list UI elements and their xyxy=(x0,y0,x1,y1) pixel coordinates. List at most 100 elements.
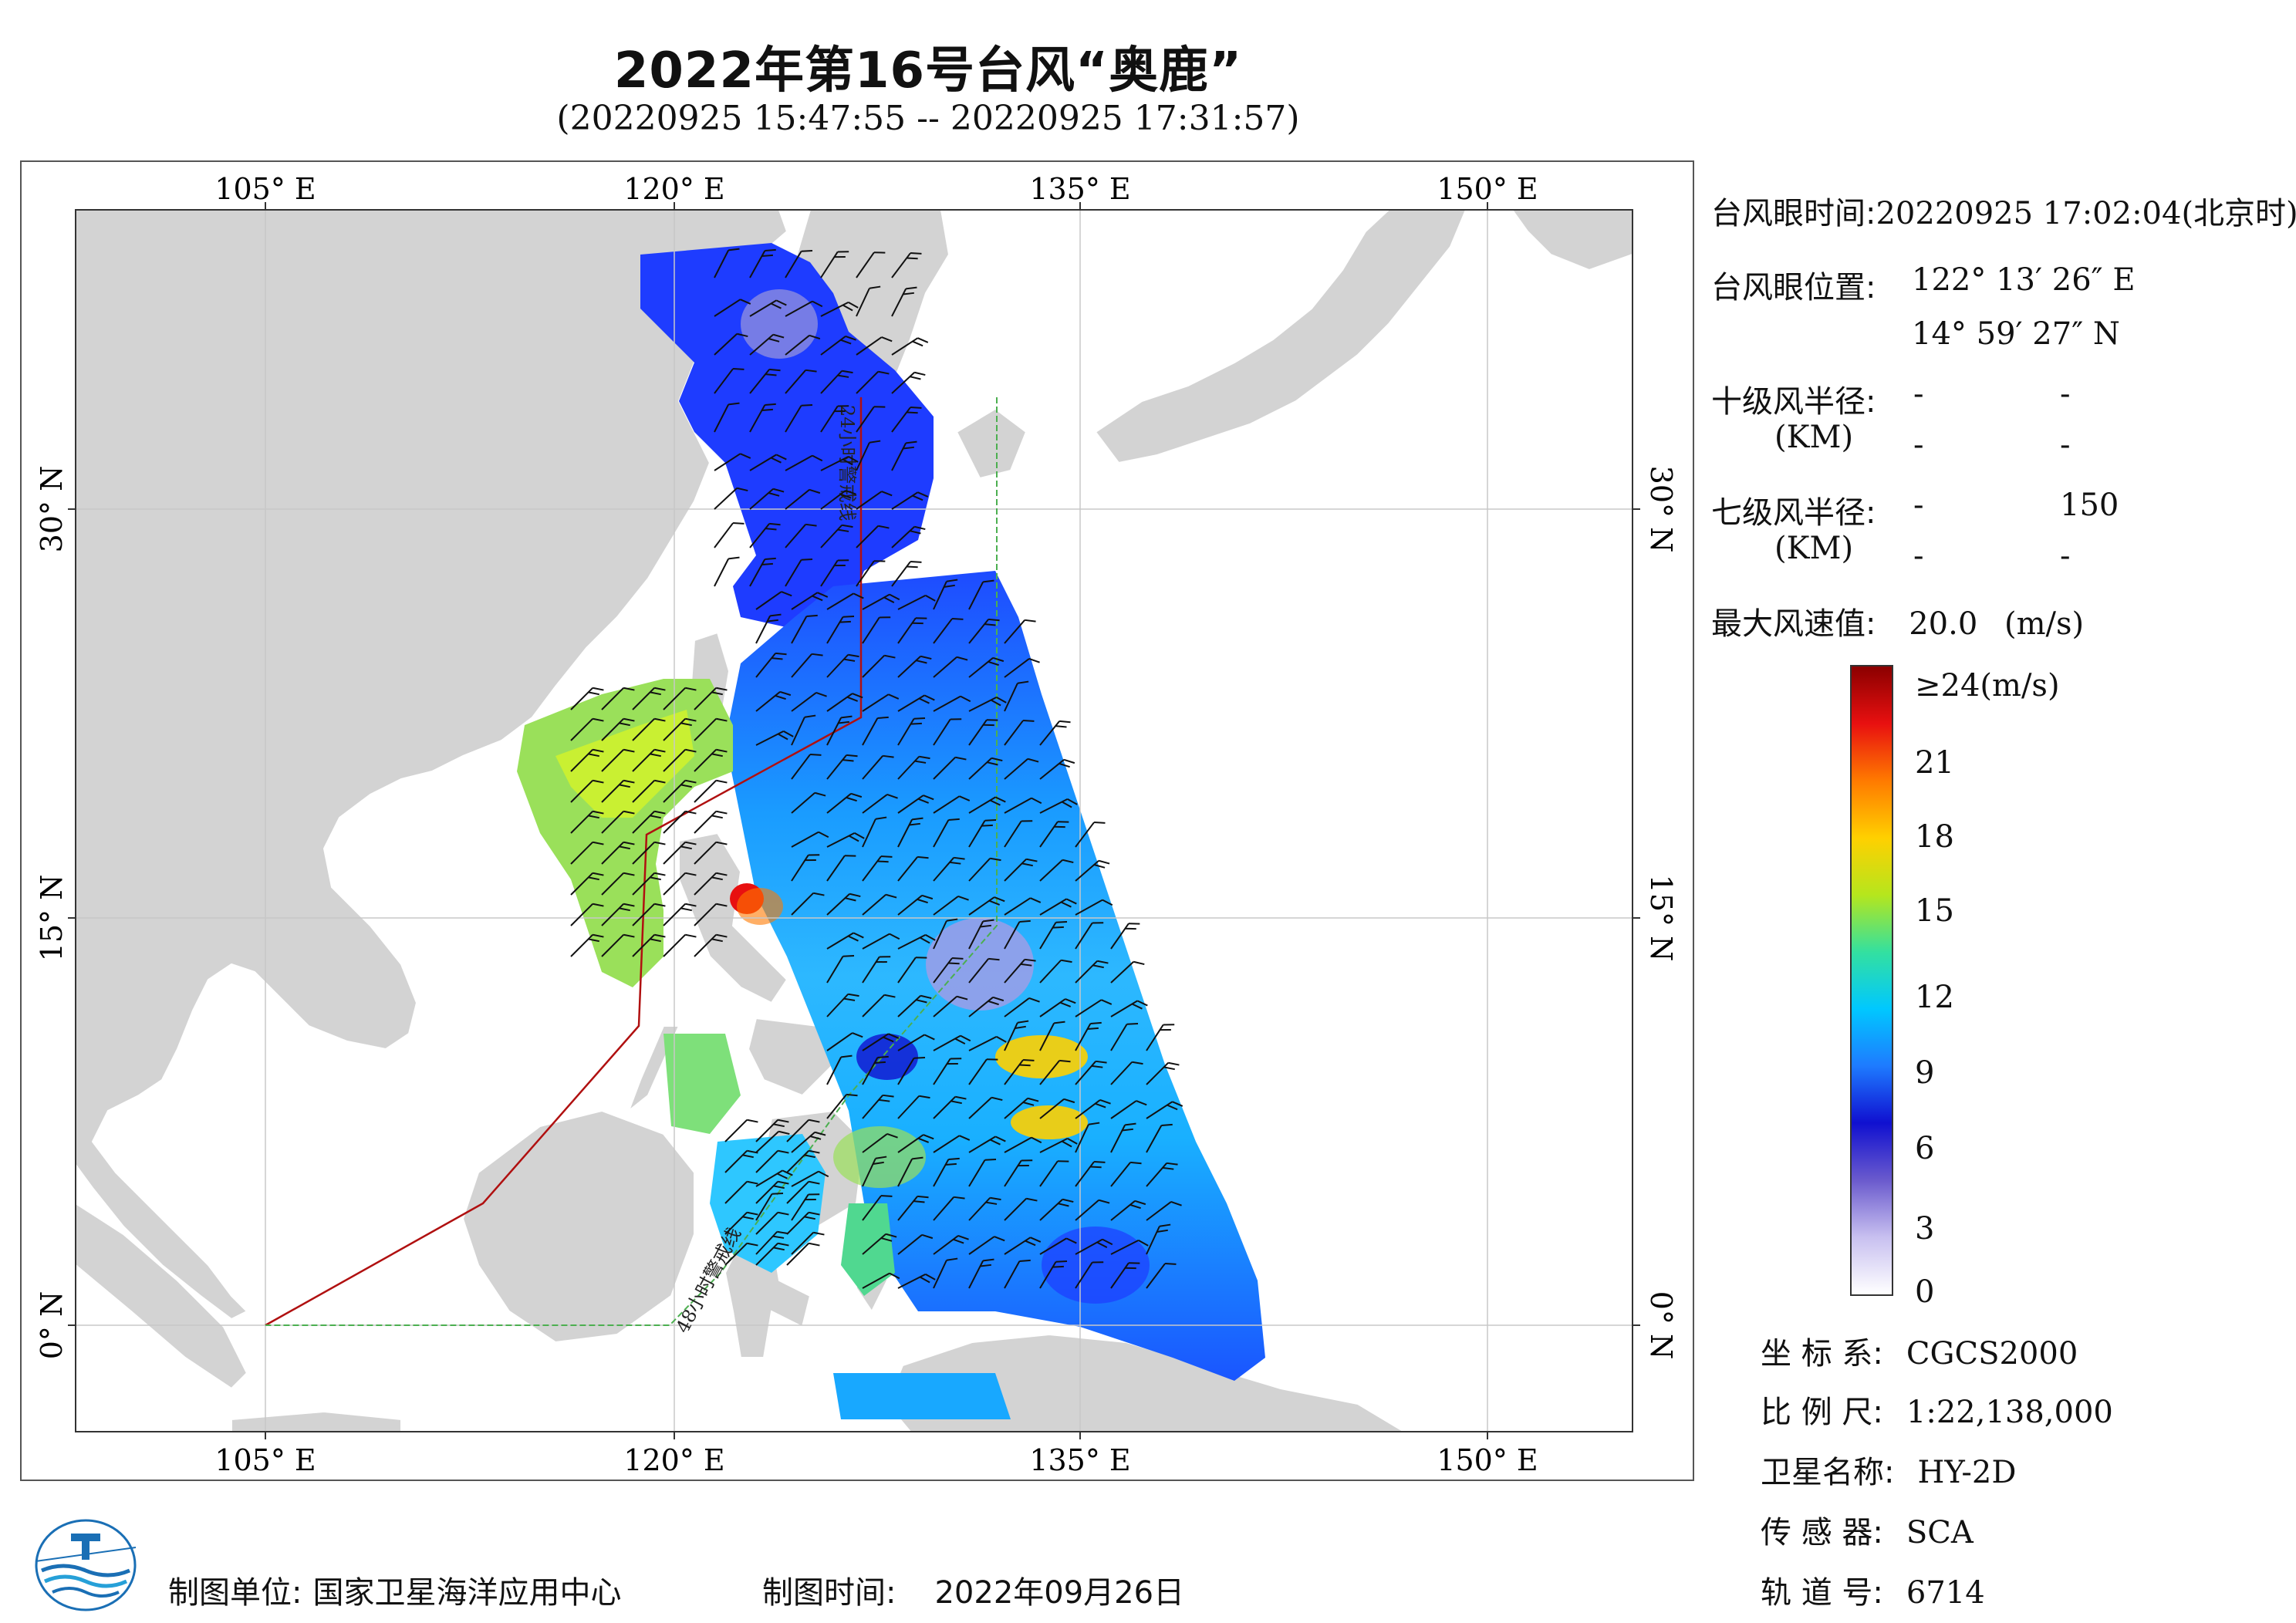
wind-barb xyxy=(897,994,932,1017)
wind-barb xyxy=(820,251,849,278)
wind-barb xyxy=(862,1055,889,1085)
wind-barb xyxy=(791,892,825,916)
wind-barb xyxy=(897,1057,926,1085)
wind-barb xyxy=(632,933,666,957)
lon-tick-bottom-150: 150° E xyxy=(1437,1443,1538,1477)
wind-barb xyxy=(862,1272,900,1289)
wind-barb xyxy=(968,957,1000,984)
wind-barb xyxy=(1039,998,1076,1017)
wind-barb xyxy=(1110,1122,1136,1153)
wind-barb xyxy=(1004,919,1031,950)
wind-barb xyxy=(749,522,781,548)
wind-barb xyxy=(791,614,818,644)
wind-barb xyxy=(1075,822,1106,848)
r7-value-se: 150 xyxy=(2060,488,2119,523)
colorbar-tick-9: 9 xyxy=(1915,1055,1935,1091)
wind-barb xyxy=(749,368,781,394)
max-wind-row: 最大风速值: 20.0 (m/s) xyxy=(1711,599,2084,643)
wind-barb xyxy=(601,779,635,803)
colorbar xyxy=(1850,665,1893,1296)
wind-barb xyxy=(826,616,855,644)
wind-barb xyxy=(968,896,1005,916)
warning-line-48h xyxy=(265,397,998,1326)
wind-barb xyxy=(632,717,666,741)
wind-barb xyxy=(897,957,927,984)
wind-barb xyxy=(968,1236,1005,1255)
satellite-value: HY-2D xyxy=(1917,1455,2017,1490)
colorbar-tick-6: 6 xyxy=(1915,1131,1935,1166)
wind-barb xyxy=(749,299,787,317)
wind-barb xyxy=(826,993,859,1017)
wind-barb xyxy=(1004,820,1033,848)
wind-barb xyxy=(862,994,896,1017)
wind-barb xyxy=(786,1211,820,1235)
maker-label: 制图单位: xyxy=(168,1575,302,1611)
wind-barb xyxy=(1110,1200,1146,1221)
sensor-value: SCA xyxy=(1906,1515,1974,1550)
wind-barb xyxy=(1039,1021,1065,1051)
wind-barb xyxy=(826,955,855,984)
wind-barb xyxy=(968,696,1007,712)
scale-row: 比 例 尺: 1:22,138,000 xyxy=(1761,1387,2113,1432)
r7-unit: (KM) xyxy=(1774,531,1854,566)
max-wind-value: 20.0 xyxy=(1909,606,1978,642)
wind-barb xyxy=(820,369,853,394)
wind-barb xyxy=(785,454,823,471)
wind-barb xyxy=(1146,1123,1173,1153)
wind-barb xyxy=(714,332,748,356)
wind-barb xyxy=(891,252,922,278)
lon-labels-bottom: 105° E 120° E 135° E 150° E xyxy=(214,1443,1538,1477)
maker-value: 国家卫星海洋应用中心 xyxy=(312,1575,622,1611)
wind-barb xyxy=(1004,720,1035,746)
wind-barb xyxy=(891,286,917,317)
sensor-label: 传 感 器: xyxy=(1761,1515,1883,1550)
wind-barb xyxy=(933,1135,971,1153)
wind-barb xyxy=(1110,923,1140,950)
wind-barb xyxy=(826,792,863,814)
wind-barb xyxy=(933,1257,958,1289)
wind-barb xyxy=(897,617,927,644)
wind-barb xyxy=(1146,1061,1180,1085)
lat-labels-left: 30° N 15° N 0° N xyxy=(35,466,69,1360)
wind-barb xyxy=(663,903,697,926)
wind-barb xyxy=(755,730,794,746)
wind-barb xyxy=(1039,1098,1075,1119)
wind-barb xyxy=(862,593,900,610)
coord-value: CGCS2000 xyxy=(1906,1336,2078,1372)
wind-barb xyxy=(694,717,728,741)
high-wind-rim xyxy=(737,888,783,925)
wind-barb xyxy=(791,691,827,712)
r7-value-nw: - xyxy=(2060,538,2071,574)
wind-barb xyxy=(1146,1223,1171,1255)
colorbar-tick-15: 15 xyxy=(1915,893,1954,929)
map-title: 2022年第16号台风“奥鹿” xyxy=(613,42,1243,100)
wind-barb xyxy=(862,1233,897,1255)
wind-barb xyxy=(1004,1197,1038,1221)
wind-barb xyxy=(724,1149,758,1173)
wind-barb xyxy=(1039,798,1078,814)
eye-time-value: 20220925 17:02:04(北京时) xyxy=(1876,196,2296,231)
wind-barb xyxy=(791,791,826,814)
wind-barb xyxy=(791,1131,826,1153)
wind-barb xyxy=(933,1034,971,1051)
satellite-row: 卫星名称: HY-2D xyxy=(1761,1447,2016,1492)
wind-barb xyxy=(897,655,932,678)
wind-barb xyxy=(755,652,787,678)
wind-barb xyxy=(820,489,856,510)
wind-barb xyxy=(632,841,666,865)
lon-tick-top-135: 135° E xyxy=(1029,172,1130,206)
lon-tick-bottom-120: 120° E xyxy=(623,1443,724,1477)
wind-barb xyxy=(786,1149,820,1173)
wind-barbs xyxy=(570,248,1183,1289)
wind-barb xyxy=(1075,1098,1111,1119)
land-kyushu xyxy=(955,407,1028,480)
wind-barb xyxy=(785,558,813,587)
wind-barb xyxy=(826,592,864,610)
coord-row: 坐 标 系: CGCS2000 xyxy=(1761,1328,2078,1373)
colorbar-tick-3: 3 xyxy=(1915,1211,1935,1247)
wind-barb xyxy=(663,779,697,803)
wind-barb xyxy=(862,956,891,984)
wind-barb xyxy=(714,299,751,317)
wind-barb xyxy=(785,523,817,548)
